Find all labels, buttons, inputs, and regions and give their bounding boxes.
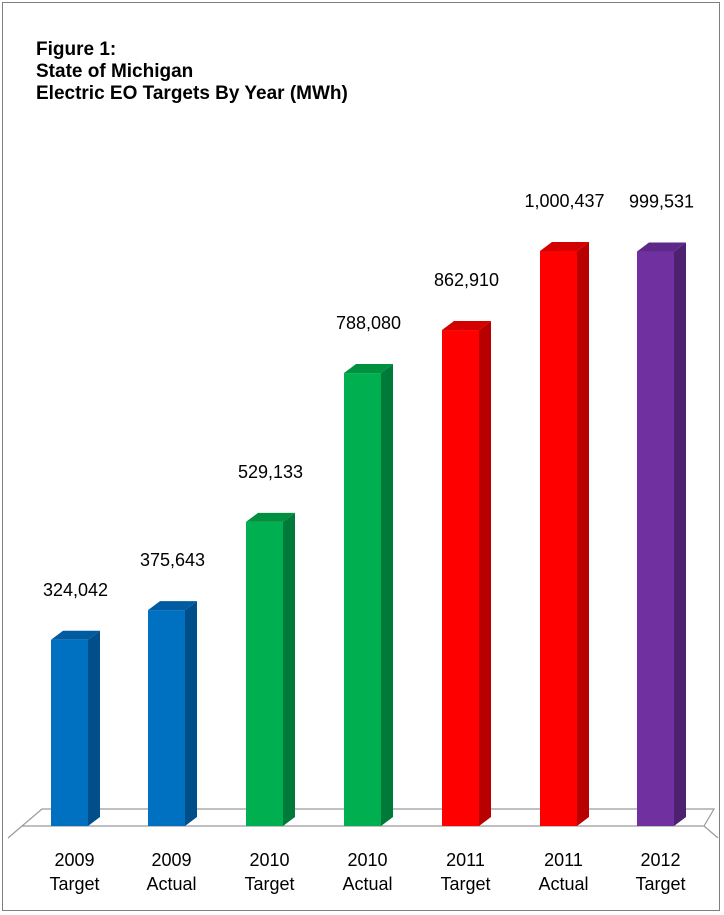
- category-label-4-1: Target: [440, 874, 490, 894]
- category-label-4-0: 2011: [446, 850, 485, 870]
- bar-4: [442, 330, 479, 826]
- value-label-6: 999,531: [629, 192, 694, 212]
- value-label-1: 375,643: [140, 550, 205, 570]
- state-title: State of Michigan: [36, 61, 194, 82]
- bar-top-5: [540, 242, 589, 251]
- value-label-0: 324,042: [43, 580, 108, 600]
- floor-edge-left: [7, 825, 23, 839]
- category-label-6-1: Target: [635, 874, 685, 894]
- value-label-4: 862,910: [434, 270, 499, 290]
- category-label-5-1: Actual: [538, 874, 588, 894]
- bar-top-3: [344, 364, 393, 374]
- bar-0: [51, 639, 88, 826]
- bar-side-5: [577, 242, 589, 826]
- category-label-2-0: 2010: [249, 850, 289, 870]
- bar-side-4: [479, 321, 491, 826]
- category-label-3-1: Actual: [342, 874, 392, 894]
- bar-top-1: [148, 601, 197, 611]
- bar-top-6: [637, 242, 686, 252]
- category-label-1-0: 2009: [151, 850, 191, 870]
- bar-2: [246, 521, 283, 826]
- bar-top-4: [442, 321, 491, 331]
- bar-side-3: [381, 364, 393, 826]
- chart-title: Electric EO Targets By Year (MWh): [36, 83, 348, 104]
- value-label-5: 1,000,437: [524, 191, 604, 211]
- category-label-5-0: 2011: [544, 850, 583, 870]
- bar-6: [637, 251, 674, 826]
- floor-edge-right: [703, 825, 719, 839]
- bar-top-0: [51, 630, 100, 640]
- figure-number-title: Figure 1:: [36, 39, 117, 60]
- category-label-1-1: Actual: [146, 874, 196, 894]
- bar-1: [148, 610, 185, 826]
- bar-5: [540, 251, 577, 826]
- category-label-0-1: Target: [49, 874, 99, 894]
- category-label-0-0: 2009: [54, 850, 94, 870]
- category-label-3-0: 2010: [347, 850, 387, 870]
- bar-top-2: [246, 512, 295, 522]
- bar-side-2: [283, 512, 295, 826]
- category-label-6-0: 2012: [640, 850, 680, 870]
- bar-side-1: [185, 601, 197, 826]
- value-label-3: 788,080: [336, 313, 401, 333]
- bar-side-6: [674, 242, 686, 826]
- bar-3: [344, 373, 381, 826]
- bar-side-0: [88, 630, 100, 826]
- value-label-2: 529,133: [238, 462, 303, 482]
- category-label-2-1: Target: [244, 874, 294, 894]
